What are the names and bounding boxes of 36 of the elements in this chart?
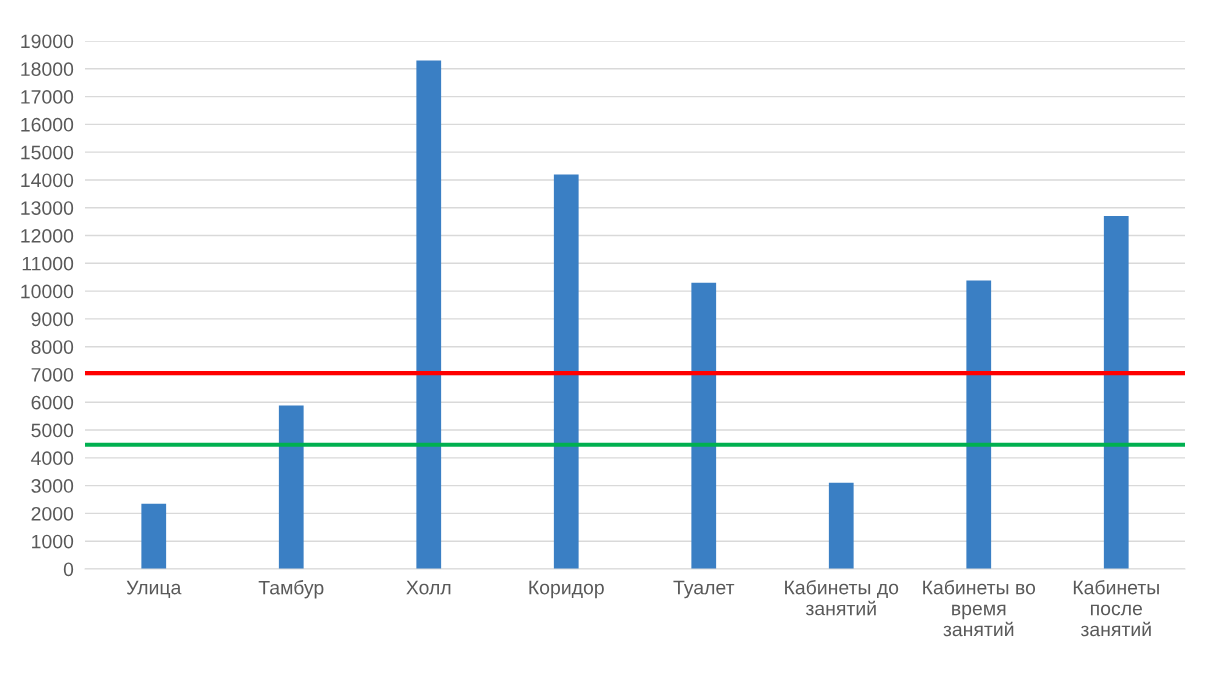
y-tick-label: 1000 — [32, 534, 74, 549]
bar — [416, 60, 442, 569]
bar — [278, 405, 304, 569]
y-tick-label: 16000 — [21, 117, 74, 132]
y-tick-label: 9000 — [31, 312, 74, 327]
x-tick-label: Кабинеты до занятий — [785, 579, 899, 616]
bar — [141, 503, 167, 569]
x-tick-label: Туалет — [673, 580, 735, 599]
x-tick-label: Кабинеты после занятий — [1073, 579, 1159, 637]
y-tick-label: 0 — [63, 562, 74, 577]
y-tick-label: 19000 — [21, 34, 74, 49]
bar — [828, 482, 854, 569]
x-tick-label: Тамбур — [258, 580, 324, 599]
y-tick-label: 12000 — [21, 228, 74, 243]
x-tick-label: Кабинеты во время занятий — [923, 579, 1036, 637]
y-tick-label: 14000 — [21, 173, 74, 188]
y-tick-label: 17000 — [21, 90, 74, 104]
y-tick-label: 11000 — [22, 256, 74, 271]
bar — [553, 174, 579, 569]
bar — [691, 282, 717, 569]
bar — [1103, 216, 1129, 569]
y-tick-label: 18000 — [21, 62, 74, 77]
x-tick-label: Улица — [126, 580, 182, 599]
x-tick-label: Холл — [406, 580, 451, 595]
y-tick-label: 15000 — [21, 145, 74, 160]
y-tick-label: 4000 — [31, 451, 74, 466]
y-tick-label: 7000 — [31, 367, 74, 382]
y-tick-label: 10000 — [21, 284, 74, 299]
y-tick-label: 2000 — [31, 506, 74, 521]
x-tick-label: Коридор — [529, 580, 604, 599]
y-tick-label: 6000 — [31, 395, 74, 410]
y-tick-label: 5000 — [31, 423, 74, 438]
y-tick-label: 3000 — [31, 479, 74, 493]
bar — [966, 280, 992, 569]
y-tick-label: 8000 — [31, 340, 74, 354]
y-tick-label: 13000 — [21, 201, 74, 215]
